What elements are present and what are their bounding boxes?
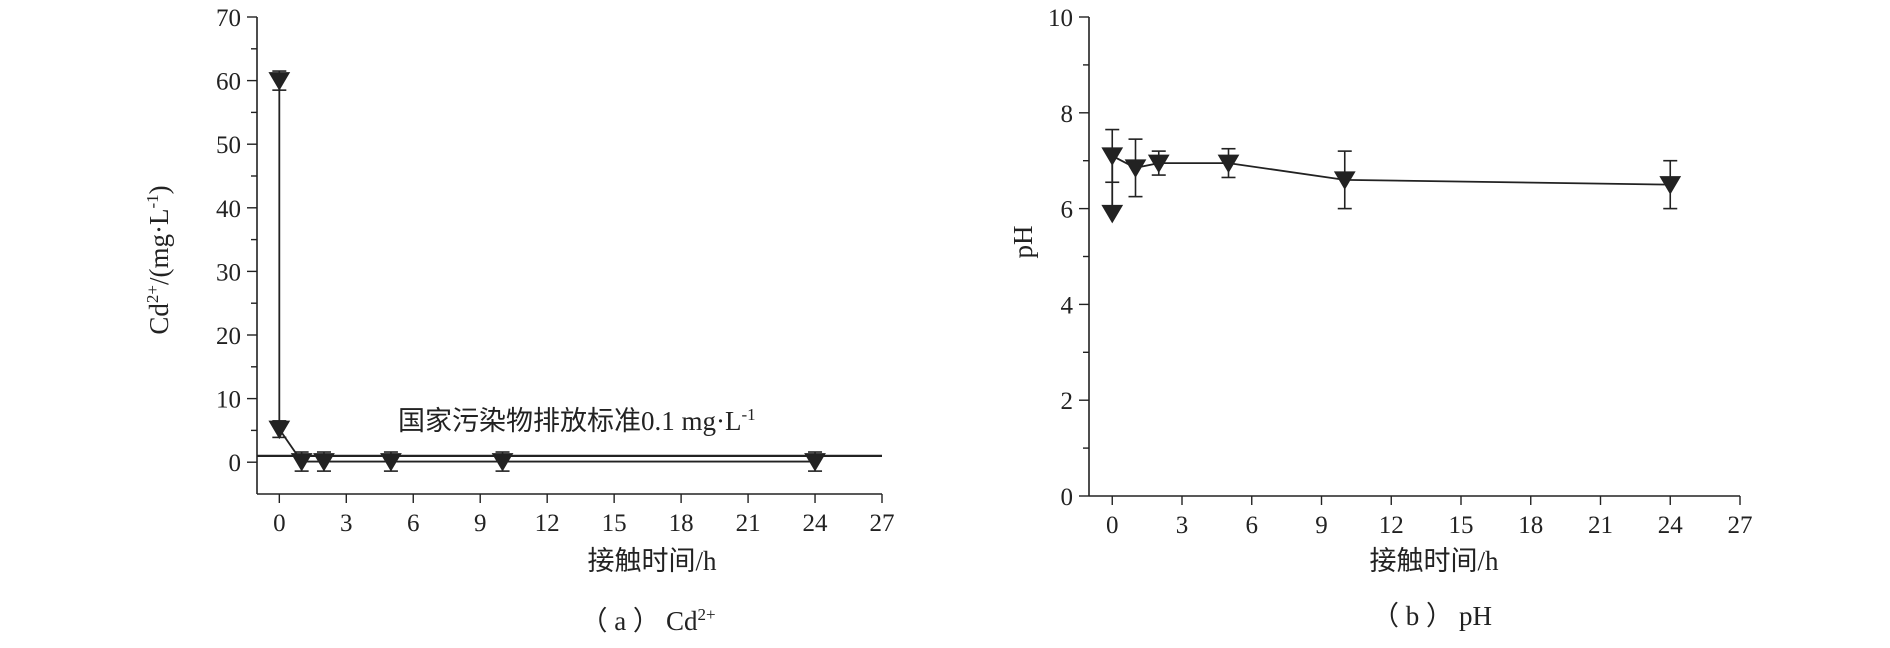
panel-b-x-tick-label: 12 [1379, 512, 1404, 539]
panel-b-data-point [1101, 204, 1124, 224]
panel-a-ylabel-unit: /(mg·L [144, 209, 174, 285]
panel-b-caption-ph: pH [1459, 601, 1492, 631]
panel-b-data-point [1147, 154, 1170, 174]
panel-a-caption: （ a ） Cd2+ [580, 605, 715, 636]
panel-b-data-point [1333, 171, 1356, 190]
panel-a-data-point [491, 453, 514, 472]
panel-a-data-point [380, 453, 402, 472]
panel-a-x-tick-label: 27 [870, 510, 895, 537]
panel-a-reference-label: 国家污染物排放标准0.1 mg·L-1 [398, 405, 756, 436]
panel-b-plot [1101, 128, 1682, 224]
panel-a-data-point [290, 453, 313, 472]
panel-b-y-tick-label: 0 [1061, 484, 1074, 511]
panel-b-x-tick-label: 9 [1315, 512, 1328, 539]
panel-b-y-tick-label: 8 [1061, 101, 1074, 128]
panel-b-x-tick-label: 21 [1588, 512, 1613, 539]
panel-b-y-tick-label: 10 [1048, 5, 1073, 32]
panel-b-x-tick-label: 0 [1106, 512, 1119, 539]
panel-a-cd-chart: 0 3 6 9 12 15 18 21 24 27 0 10 20 30 40 50 60 70 接触时间/h C… [143, 5, 895, 636]
panel-b-x-tick-label: 6 [1246, 512, 1259, 539]
panel-a-plot [257, 70, 882, 472]
panel-b-x-tick-label: 18 [1518, 512, 1543, 539]
panel-b-data-point [1101, 147, 1124, 166]
panel-b-x-tick-label: 27 [1728, 512, 1753, 539]
panel-a-ylabel-sup: 2+ [143, 285, 162, 303]
panel-b-x-tick-label: 15 [1449, 512, 1474, 539]
panel-a-axes: 0 3 6 9 12 15 18 21 24 27 0 10 20 30 40 50 60 70 [216, 5, 895, 537]
panel-b-caption: （ b ） pH [1372, 601, 1492, 631]
panel-a-data-point [804, 453, 826, 472]
panel-a-y-tick-label: 0 [229, 450, 242, 477]
panel-a-ylabel-cd: Cd [144, 303, 174, 335]
panel-a-x-tick-label: 21 [736, 510, 761, 537]
panel-a-x-tick-label: 12 [535, 510, 560, 537]
panel-a-data-point [268, 72, 291, 91]
panel-a-x-tick-label: 24 [803, 510, 829, 537]
panel-b-caption-letter: （ b ） [1372, 601, 1453, 631]
panel-a-y-tick-label: 10 [216, 387, 241, 414]
panel-a-x-tick-label: 3 [340, 510, 353, 537]
panel-a-x-axis-title: 接触时间/h [587, 546, 717, 576]
panel-b-x-axis-title: 接触时间/h [1369, 546, 1499, 576]
panel-a-ylabel-close: ) [144, 185, 174, 194]
panel-a-reference-label-exp: -1 [742, 405, 756, 424]
panel-a-y-tick-label: 20 [216, 323, 241, 350]
panel-a-series-line [278, 80, 816, 463]
panel-b-y-tick-label: 6 [1061, 197, 1074, 224]
panel-a-x-tick-label: 18 [669, 510, 694, 537]
panel-b-data-point [1124, 159, 1147, 178]
panel-b-x-tick-label: 24 [1658, 512, 1684, 539]
panel-a-y-tick-label: 60 [216, 69, 241, 96]
panel-a-x-tick-label: 15 [602, 510, 627, 537]
panel-a-caption-letter: （ a ） [580, 606, 659, 636]
panel-a-caption-sup: 2+ [697, 605, 715, 624]
panel-b-y-tick-label: 2 [1061, 388, 1074, 415]
panel-b-y-axis-title: pH [1008, 226, 1038, 259]
panel-a-ylabel-exp: -1 [143, 194, 162, 208]
panel-b-series-line [1111, 154, 1671, 214]
panel-a-x-tick-label: 9 [474, 510, 487, 537]
panel-b-x-tick-label: 3 [1176, 512, 1189, 539]
panel-a-y-tick-label: 50 [216, 132, 241, 159]
panel-a-data-point [268, 420, 291, 440]
panel-b-data-point [1217, 154, 1240, 174]
panel-a-reference-label-text: 国家污染物排放标准0.1 mg·L [398, 406, 742, 436]
panel-b-y-tick-label: 4 [1061, 292, 1074, 319]
panel-a-y-tick-label: 30 [216, 259, 241, 286]
panel-a-x-tick-label: 6 [407, 510, 420, 537]
panel-a-caption-cd: Cd [666, 606, 698, 636]
panel-a-data-point [313, 453, 335, 472]
panel-b-data-point [1659, 176, 1682, 195]
panel-a-x-tick-label: 0 [273, 510, 286, 537]
panel-a-y-tick-label: 40 [216, 196, 241, 223]
panel-a-y-tick-label: 70 [216, 5, 241, 32]
panel-a-y-axis-title: Cd2+/(mg·L-1) [143, 185, 174, 334]
